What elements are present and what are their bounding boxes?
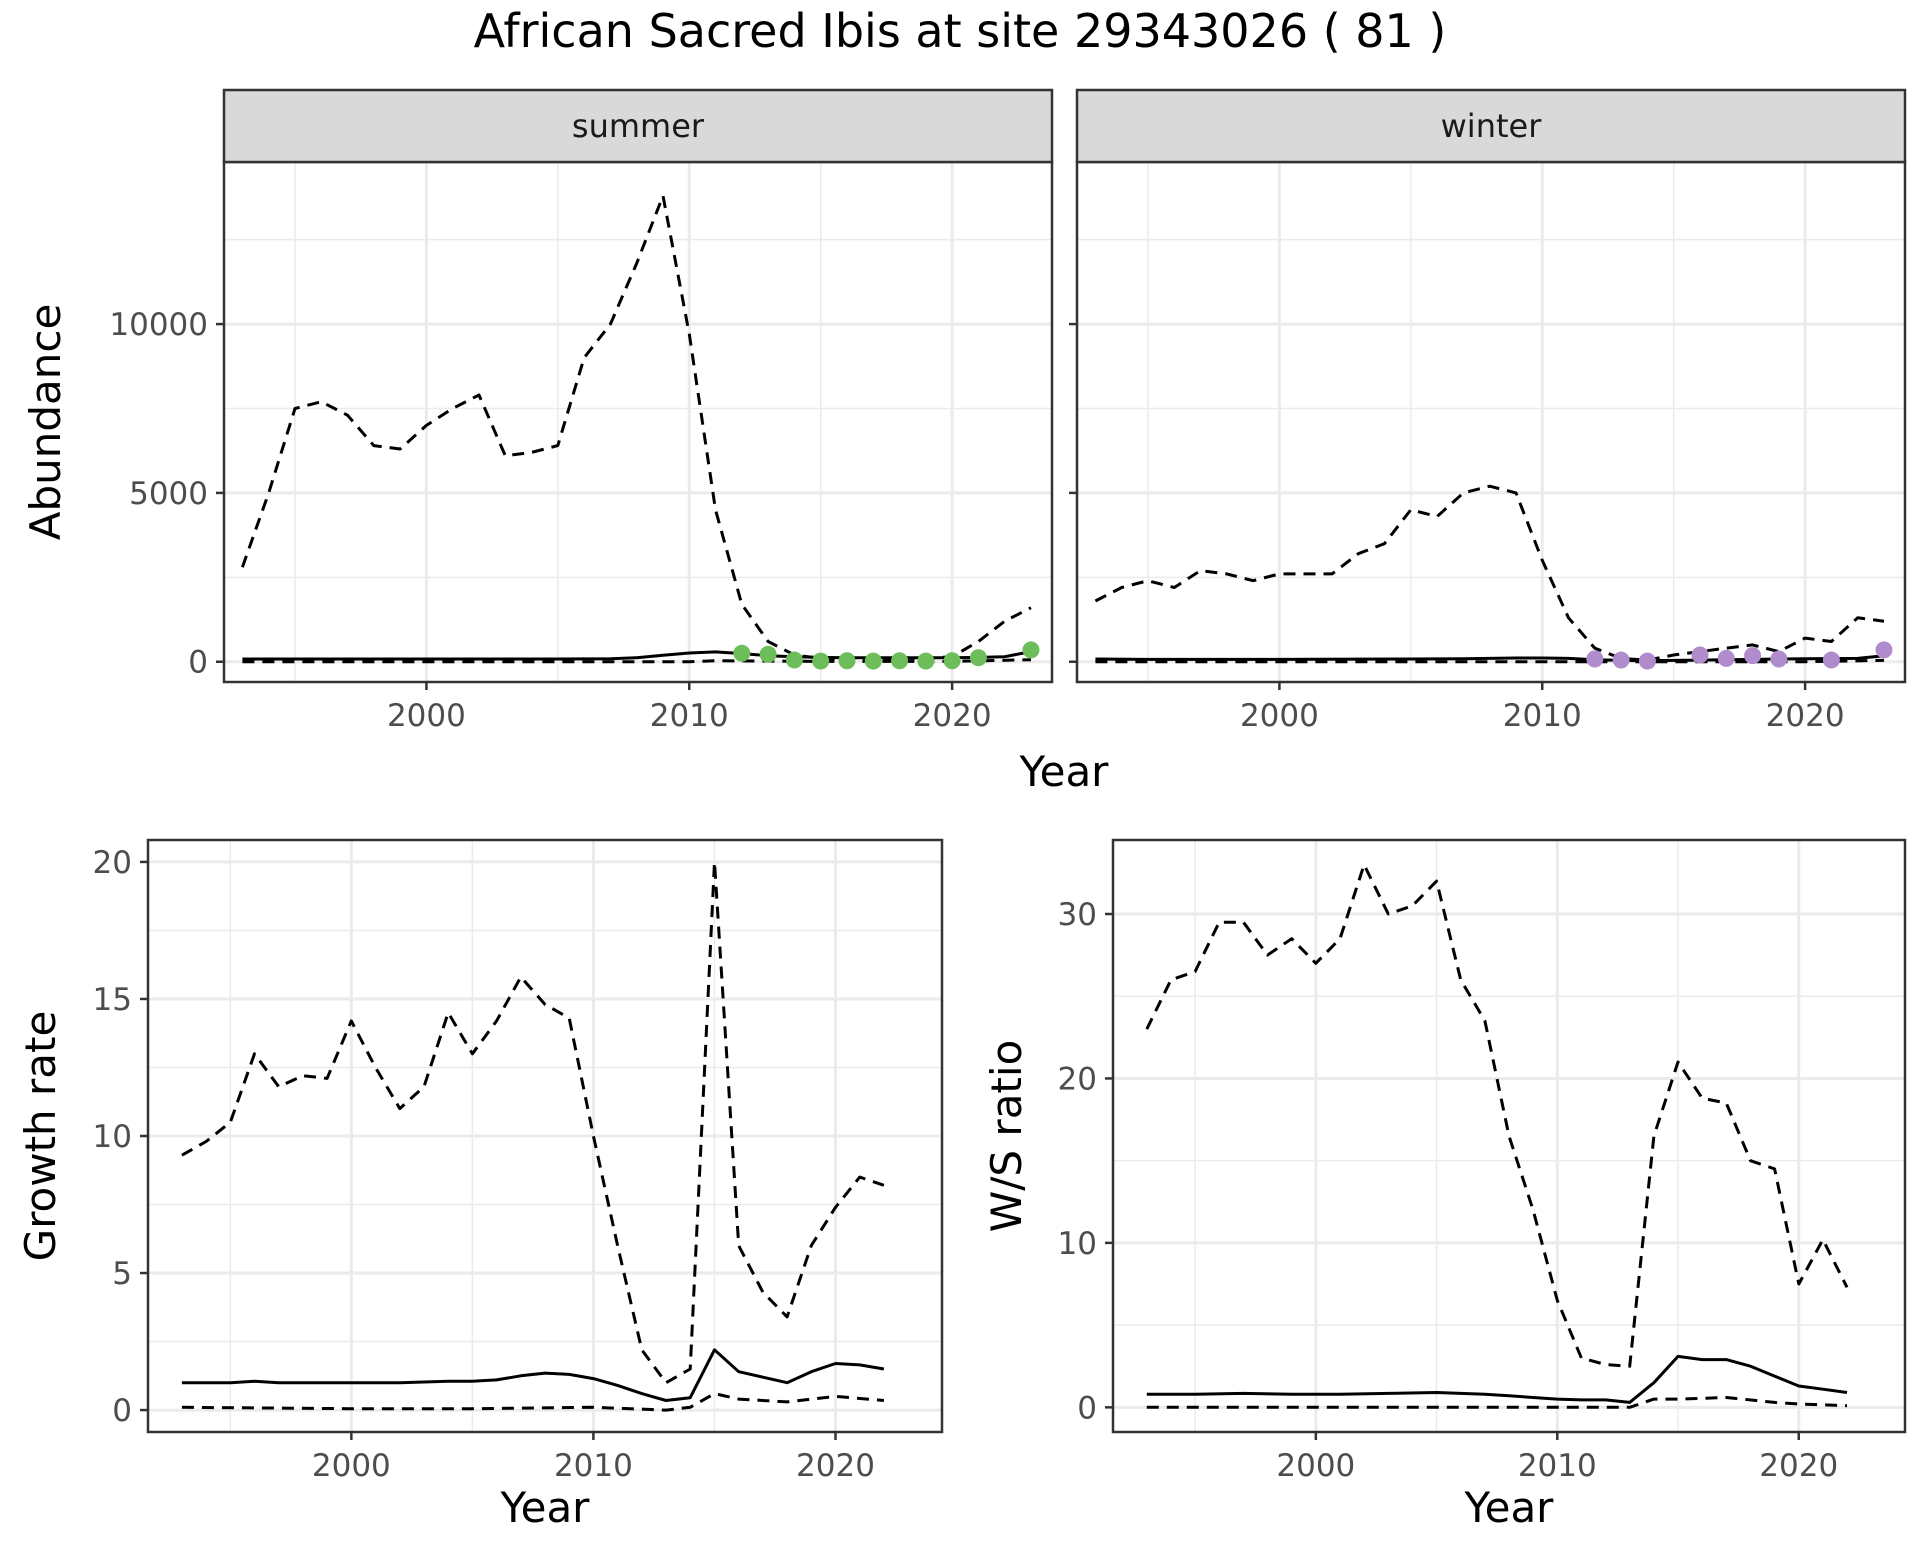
x-axis-label: Year [1019, 747, 1110, 796]
panel-background [224, 162, 1052, 682]
y-tick-label: 0 [188, 645, 208, 681]
data-point [1744, 647, 1762, 665]
data-point [785, 651, 803, 669]
x-tick-label: 2000 [312, 1448, 391, 1484]
data-point [864, 652, 882, 670]
panel-background [1113, 840, 1905, 1432]
data-point [1875, 641, 1893, 659]
data-point [943, 652, 961, 670]
y-tick-label: 10 [93, 1119, 132, 1155]
facet-strip [222, 88, 1054, 164]
data-point [891, 652, 909, 670]
y-tick-label: 30 [1058, 897, 1097, 933]
x-axis-label: Year [500, 1483, 591, 1532]
x-tick-label: 2020 [913, 698, 992, 734]
data-point [838, 652, 856, 670]
series-line-dashed [1145, 863, 1849, 1368]
data-point [1717, 649, 1735, 667]
y-axis-label: Abundance [21, 304, 70, 541]
series-line-solid [181, 1348, 885, 1402]
x-tick-label: 2020 [1759, 1448, 1838, 1484]
panel-background [1077, 162, 1905, 682]
series-line-dashed [181, 1392, 885, 1412]
x-tick-label: 2010 [554, 1448, 633, 1484]
data-point [917, 652, 935, 670]
series-line-dashed [240, 194, 1032, 661]
x-tick-label: 2000 [387, 698, 466, 734]
y-axis-label: W/S ratio [982, 1040, 1031, 1233]
y-axis-label: Growth rate [16, 1011, 65, 1262]
x-tick-label: 2010 [1503, 698, 1582, 734]
data-point [1612, 651, 1630, 669]
y-tick-label: 5000 [129, 476, 208, 512]
x-axis-label: Year [1464, 1483, 1555, 1532]
x-tick-label: 2000 [1276, 1448, 1355, 1484]
facet-strip [1075, 88, 1907, 164]
x-tick-label: 2010 [1518, 1448, 1597, 1484]
data-point [733, 644, 751, 662]
series-line-solid [1146, 1354, 1848, 1404]
y-tick-label: 5 [112, 1256, 132, 1292]
y-tick-label: 10000 [109, 307, 208, 343]
y-tick-label: 20 [93, 845, 132, 881]
data-point [759, 645, 777, 663]
y-tick-label: 20 [1058, 1061, 1097, 1097]
y-tick-label: 0 [112, 1393, 132, 1429]
data-point [812, 652, 830, 670]
x-tick-label: 2020 [1766, 698, 1845, 734]
facet-strip-label: winter [1441, 107, 1543, 145]
y-tick-label: 0 [1077, 1390, 1097, 1426]
series-line-dashed [1095, 658, 1885, 664]
y-tick-label: 15 [93, 982, 132, 1018]
panel-border [1111, 838, 1907, 1434]
data-point [1822, 651, 1840, 669]
data-point [1691, 646, 1709, 664]
data-point [1586, 650, 1604, 668]
series-line-dashed [1094, 484, 1885, 662]
data-point [1638, 652, 1656, 670]
data-point [969, 649, 987, 667]
x-tick-label: 2000 [1240, 698, 1319, 734]
figure-title: African Sacred Ibis at site 29343026 ( 8… [473, 4, 1447, 58]
x-tick-label: 2020 [796, 1448, 875, 1484]
facet-strip-label: summer [572, 107, 705, 145]
data-point [1022, 641, 1040, 659]
series-line-dashed [1146, 1396, 1848, 1409]
y-tick-label: 10 [1058, 1226, 1097, 1262]
data-point [1770, 650, 1788, 668]
x-tick-label: 2010 [650, 698, 729, 734]
